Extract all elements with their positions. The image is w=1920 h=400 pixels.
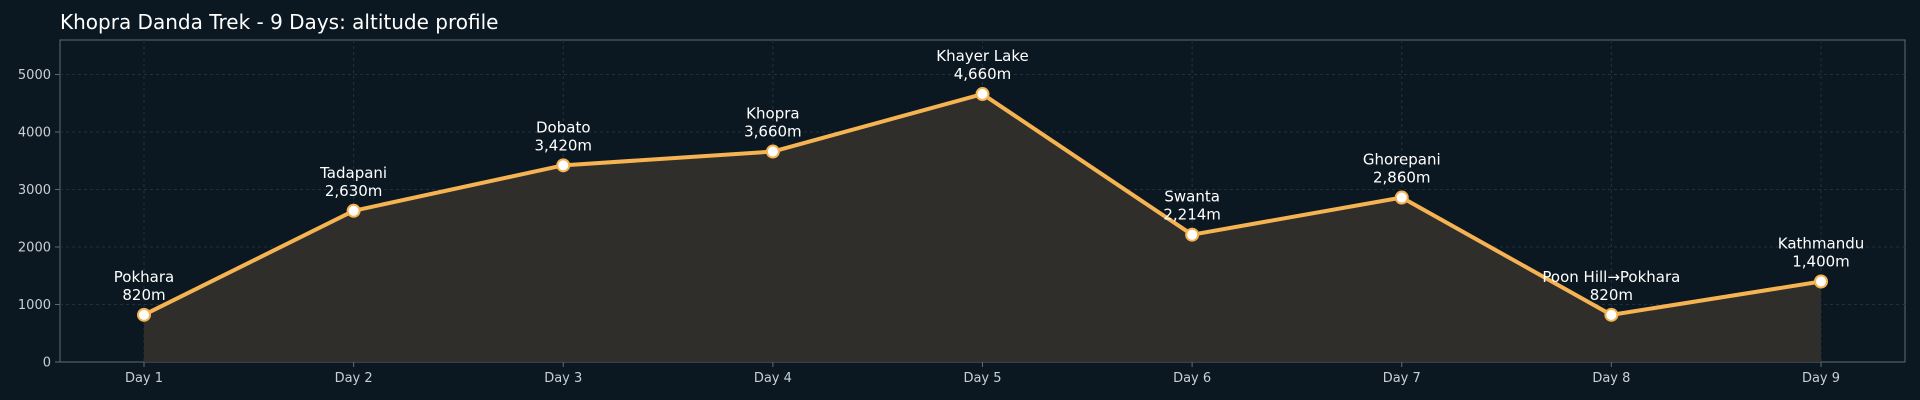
x-tick-label: Day 9 [1802, 371, 1840, 386]
x-tick-label: Day 5 [963, 371, 1001, 386]
point-name-label: Pokhara [114, 268, 174, 286]
chart-title: Khopra Danda Trek - 9 Days: altitude pro… [60, 10, 499, 34]
data-point [1814, 274, 1828, 289]
point-value-label: 3,660m [744, 123, 802, 141]
point-name-label: Tadapani [319, 164, 387, 182]
point-value-label: 820m [122, 286, 165, 304]
altitude-area [144, 94, 1821, 363]
point-value-label: 2,214m [1163, 206, 1221, 224]
data-point [556, 158, 571, 173]
point-name-label: Dobato [536, 118, 591, 136]
point-name-label: Khopra [746, 105, 799, 123]
y-tick-label: 2000 [18, 241, 51, 256]
data-point [346, 203, 361, 218]
point-value-label: 820m [1590, 286, 1633, 304]
x-tick-label: Day 7 [1383, 371, 1421, 386]
x-tick-label: Day 4 [754, 371, 792, 386]
point-value-label: 2,860m [1373, 169, 1431, 187]
point-value-label: 1,400m [1792, 253, 1850, 271]
point-name-label: Khayer Lake [936, 47, 1029, 65]
point-value-label: 2,630m [325, 182, 383, 200]
x-tick-label: Day 3 [544, 371, 582, 386]
y-tick-label: 3000 [18, 183, 51, 198]
data-point [1185, 227, 1200, 242]
data-point [137, 307, 151, 322]
point-value-label: 4,660m [954, 65, 1012, 83]
x-tick-label: Day 1 [125, 371, 163, 386]
y-tick-label: 4000 [18, 126, 51, 141]
y-tick-label: 1000 [18, 298, 51, 313]
point-value-label: 3,420m [534, 136, 592, 154]
y-tick-label: 5000 [18, 68, 51, 83]
x-tick-label: Day 8 [1592, 371, 1630, 386]
data-point [765, 144, 780, 159]
point-name-label: Ghorepani [1363, 151, 1441, 169]
x-tick-label: Day 2 [335, 371, 373, 386]
data-point [1604, 307, 1619, 322]
point-name-label: Kathmandu [1778, 235, 1865, 253]
data-point [975, 87, 990, 102]
x-tick-label: Day 6 [1173, 371, 1211, 386]
data-point [1394, 190, 1409, 205]
point-name-label: Swanta [1164, 188, 1220, 206]
point-name-label: Poon Hill→Pokhara [1542, 268, 1680, 286]
y-tick-label: 0 [43, 356, 51, 371]
